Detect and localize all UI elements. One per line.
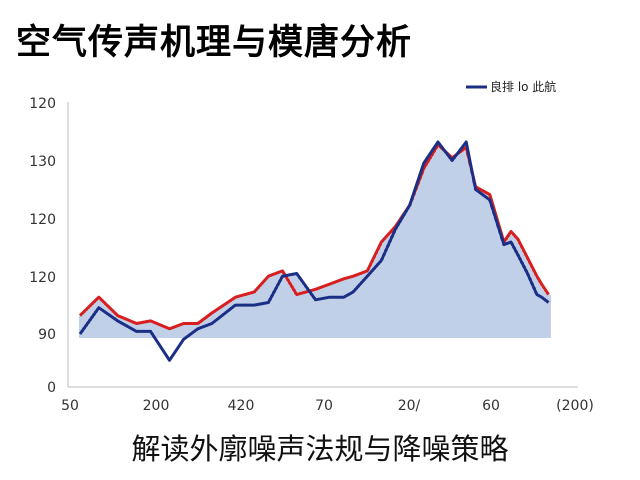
y-tick-label: 130 xyxy=(29,154,56,170)
envelope-line xyxy=(78,143,550,331)
legend-label: 良排 lo 此航 xyxy=(490,79,556,94)
y-tick-label: 90 xyxy=(38,327,56,343)
y-tick-label: 120 xyxy=(29,96,56,112)
x-tick-label: 70 xyxy=(315,398,333,414)
x-tick-label: 50 xyxy=(61,398,79,414)
x-tick-labels: 50 200 420 70 20/ 60 (200) xyxy=(61,398,594,414)
x-tick-label: 20/ xyxy=(398,398,421,414)
x-tick-label: 420 xyxy=(228,398,255,414)
y-tick-labels: 120 130 120 120 90 0 xyxy=(29,96,56,396)
legend: 良排 lo 此航 xyxy=(466,79,556,94)
y-tick-label: 120 xyxy=(29,270,56,286)
x-tick-label: 200 xyxy=(143,398,170,414)
chart-title: 空气传声机理与模唐分析 xyxy=(16,23,413,63)
caption: 解读外廓噪声法规与降噪策略 xyxy=(131,432,509,466)
x-tick-label: 60 xyxy=(482,398,500,414)
y-tick-label: 120 xyxy=(29,212,56,228)
y-tick-label: 0 xyxy=(47,380,56,396)
bars-group xyxy=(79,142,551,338)
main-series-line xyxy=(78,140,550,362)
x-tick-label: (200) xyxy=(556,398,594,414)
